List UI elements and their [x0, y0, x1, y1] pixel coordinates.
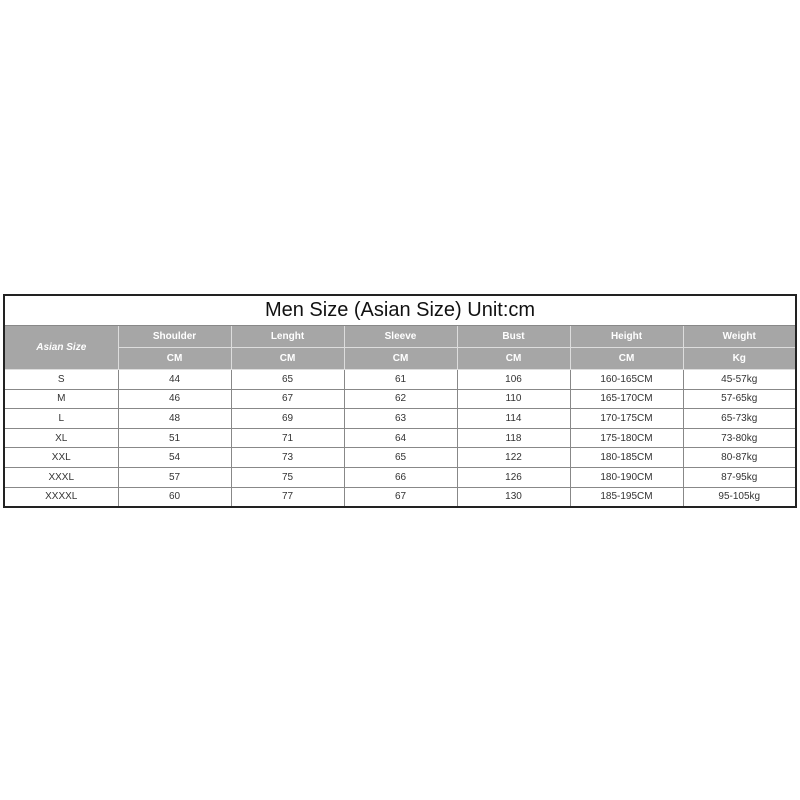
value-cell: 122	[456, 447, 571, 468]
value-cell: 73	[230, 447, 345, 468]
value-cell: 185-195CM	[569, 486, 684, 508]
column-header: Lenght	[230, 325, 345, 348]
value-cell: 54	[117, 447, 232, 468]
value-cell: 106	[456, 369, 571, 390]
value-cell: 130	[456, 486, 571, 508]
size-cell: M	[3, 388, 119, 410]
value-cell: 114	[456, 408, 571, 429]
value-cell: 160-165CM	[569, 369, 684, 390]
value-cell: 180-185CM	[569, 447, 684, 468]
value-cell: 62	[343, 388, 458, 410]
column-unit: Kg	[682, 347, 797, 370]
column-header: Height	[569, 325, 684, 348]
table-row: XL 51 71 64 118 175-180CM 73-80kg	[3, 427, 797, 449]
value-cell: 60	[117, 486, 232, 508]
table-row: XXXXL 60 77 67 130 185-195CM 95-105kg	[3, 486, 797, 508]
value-cell: 170-175CM	[569, 408, 684, 429]
column-unit: CM	[456, 347, 571, 370]
table-row: M 46 67 62 110 165-170CM 57-65kg	[3, 388, 797, 410]
value-cell: 126	[456, 466, 571, 488]
table-row: XXXL 57 75 66 126 180-190CM 87-95kg	[3, 466, 797, 488]
value-cell: 65-73kg	[682, 408, 797, 429]
value-cell: 65	[230, 369, 345, 390]
value-cell: 46	[117, 388, 232, 410]
value-cell: 110	[456, 388, 571, 410]
value-cell: 57-65kg	[682, 388, 797, 410]
size-chart-table: Men Size (Asian Size) Unit:cm Asian Size…	[3, 294, 797, 509]
value-cell: 75	[230, 466, 345, 488]
value-cell: 63	[343, 408, 458, 429]
value-cell: 67	[343, 486, 458, 508]
value-cell: 66	[343, 466, 458, 488]
value-cell: 61	[343, 369, 458, 390]
table-row: XXL 54 73 65 122 180-185CM 80-87kg	[3, 447, 797, 468]
table-row: L 48 69 63 114 170-175CM 65-73kg	[3, 408, 797, 429]
value-cell: 87-95kg	[682, 466, 797, 488]
value-cell: 77	[230, 486, 345, 508]
value-cell: 118	[456, 427, 571, 449]
value-cell: 165-170CM	[569, 388, 684, 410]
size-cell: S	[3, 369, 119, 390]
column-unit: CM	[230, 347, 345, 370]
value-cell: 64	[343, 427, 458, 449]
value-cell: 71	[230, 427, 345, 449]
size-cell: XL	[3, 427, 119, 449]
value-cell: 73-80kg	[682, 427, 797, 449]
size-cell: XXL	[3, 447, 119, 468]
value-cell: 51	[117, 427, 232, 449]
column-header: Shoulder	[117, 325, 232, 348]
column-unit: CM	[343, 347, 458, 370]
column-header: Weight	[682, 325, 797, 348]
asian-size-header: Asian Size	[3, 325, 119, 370]
value-cell: 67	[230, 388, 345, 410]
value-cell: 44	[117, 369, 232, 390]
value-cell: 65	[343, 447, 458, 468]
value-cell: 80-87kg	[682, 447, 797, 468]
value-cell: 180-190CM	[569, 466, 684, 488]
size-cell: XXXL	[3, 466, 119, 488]
value-cell: 57	[117, 466, 232, 488]
value-cell: 95-105kg	[682, 486, 797, 508]
table-title: Men Size (Asian Size) Unit:cm	[3, 294, 797, 326]
value-cell: 48	[117, 408, 232, 429]
column-unit: CM	[569, 347, 684, 370]
value-cell: 69	[230, 408, 345, 429]
value-cell: 45-57kg	[682, 369, 797, 390]
column-header: Bust	[456, 325, 571, 348]
table-row: S 44 65 61 106 160-165CM 45-57kg	[3, 369, 797, 390]
size-cell: L	[3, 408, 119, 429]
size-cell: XXXXL	[3, 486, 119, 508]
value-cell: 175-180CM	[569, 427, 684, 449]
column-unit: CM	[117, 347, 232, 370]
column-header: Sleeve	[343, 325, 458, 348]
